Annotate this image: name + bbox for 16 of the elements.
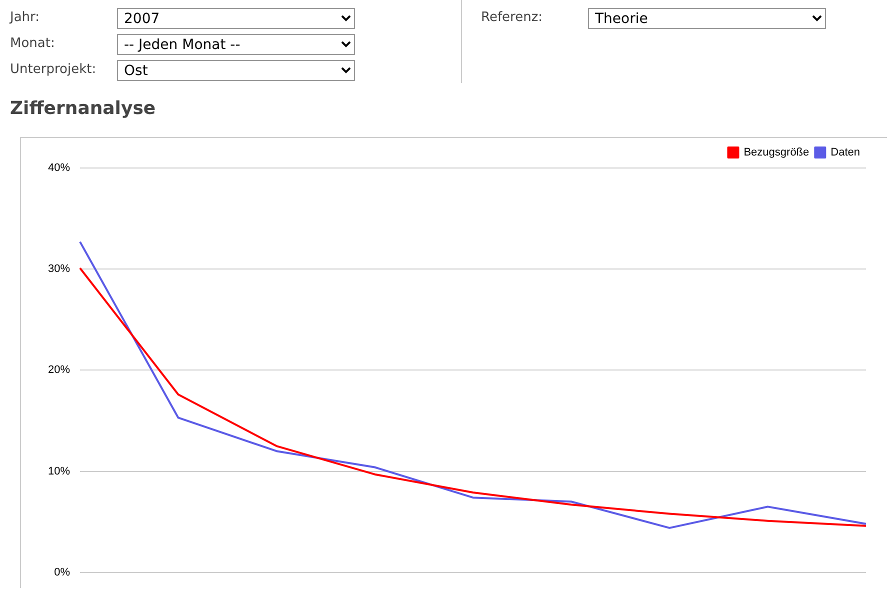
text: Unterprojekt: <box>10 62 96 77</box>
text: Ost <box>117 60 355 81</box>
text: Theorie <box>588 8 826 29</box>
chart-title: Ziffernanalyse <box>10 98 156 119</box>
legend-label: Bezugsgröße <box>744 146 810 159</box>
y-tick-label: 0% <box>54 566 70 578</box>
y-tick-label: 10% <box>48 465 70 478</box>
y-tick-label: 40% <box>48 162 70 174</box>
y-tick-label: 30% <box>48 263 70 276</box>
text: 2007 <box>117 8 355 29</box>
text: Referenz: <box>481 10 543 25</box>
text: Monat: <box>10 36 55 51</box>
y-tick-label: 20% <box>48 364 70 376</box>
text: Jahr: <box>10 10 40 25</box>
legend-label: Daten <box>830 146 860 159</box>
text: -- Jeden Monat -- <box>117 34 355 55</box>
